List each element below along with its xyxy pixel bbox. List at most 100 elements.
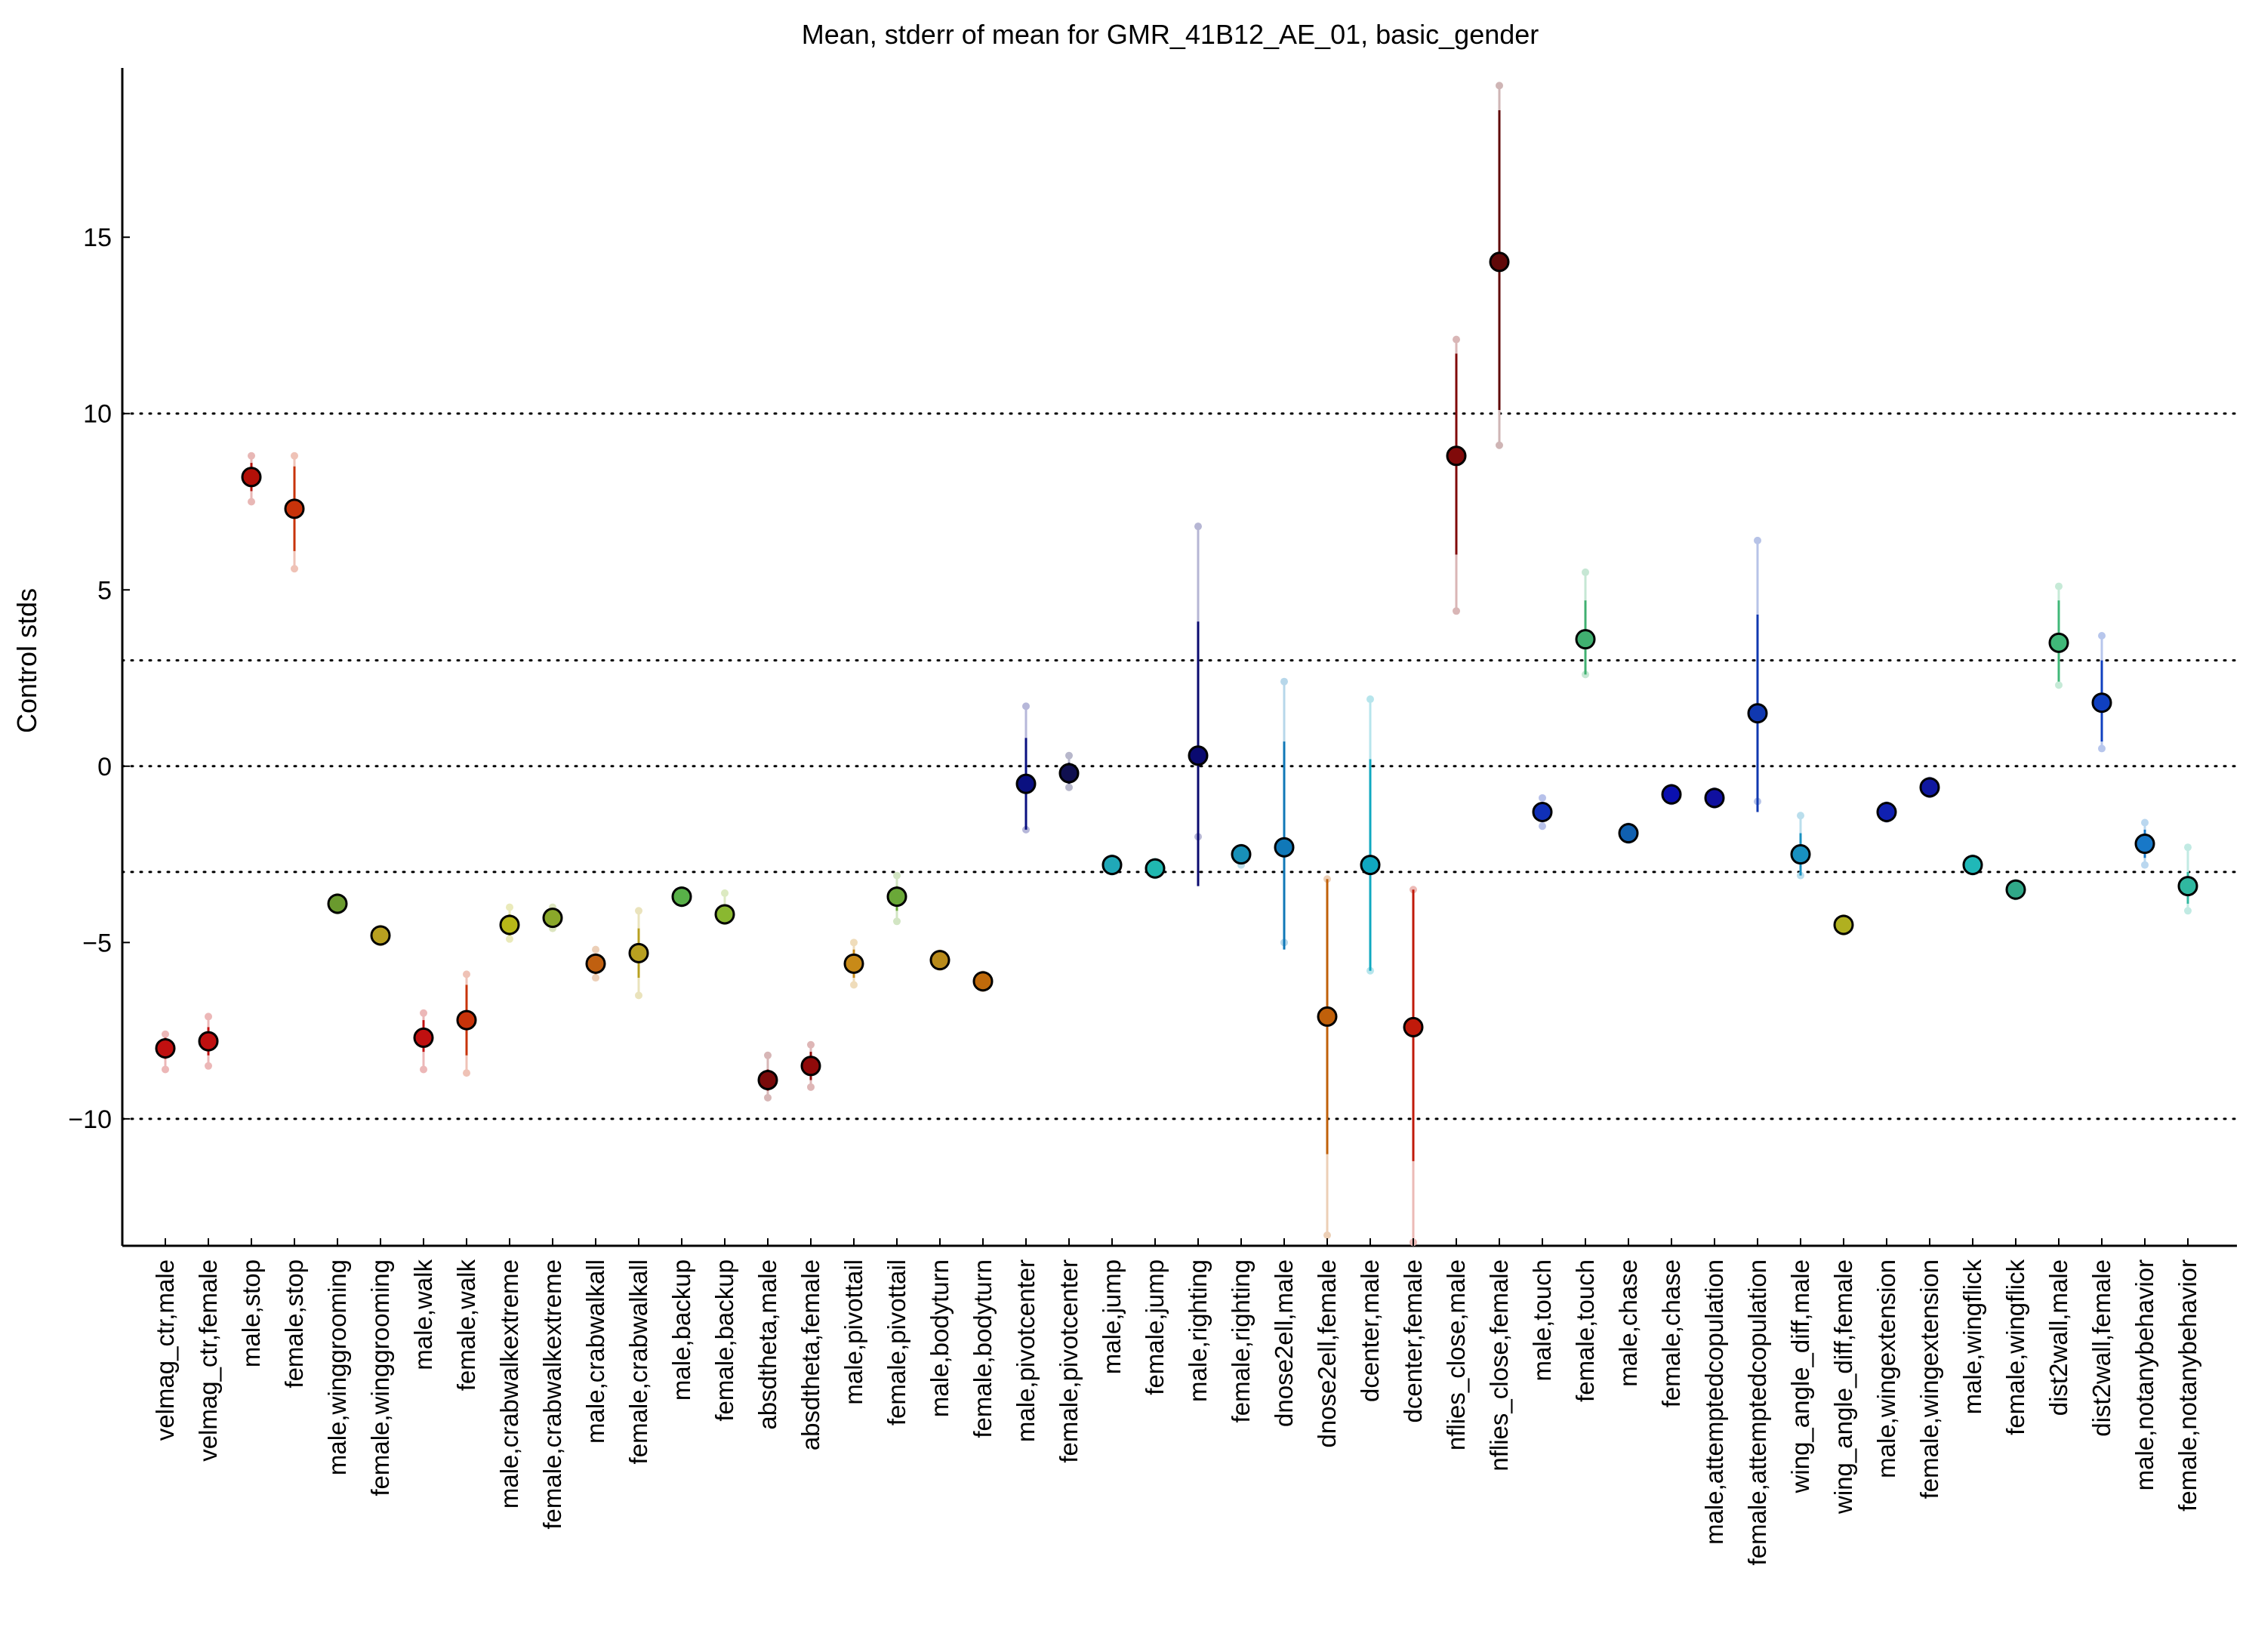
x-tick-label: male,pivotcenter [1012, 1259, 1040, 1442]
mean-point [714, 904, 735, 925]
x-tick-label: male,backup [667, 1259, 695, 1401]
outer-range-dot [2141, 861, 2149, 869]
x-tick-label: male,righting [1184, 1259, 1212, 1402]
outer-range-dot [1539, 794, 1546, 802]
x-tick-label: male,attemptedcopulation [1700, 1259, 1728, 1545]
mean-point [2048, 632, 2069, 653]
outer-range-dot [2141, 818, 2149, 827]
mean-point [2091, 692, 2112, 714]
x-tick-label: female,bodyturn [969, 1259, 997, 1438]
mean-point [1618, 823, 1639, 844]
mean-point [1919, 777, 1940, 798]
outer-range-dot [2184, 907, 2192, 915]
reference-lines [121, 412, 2238, 1120]
outer-range-dot [721, 889, 729, 897]
mean-point [1833, 914, 1854, 935]
x-tick-label: female,winggrooming [366, 1259, 394, 1496]
mean-point [1704, 787, 1725, 809]
mean-point [1058, 763, 1080, 784]
x-tick-label: male,wingextension [1872, 1259, 1900, 1478]
mean-point [370, 925, 391, 946]
mean-point [542, 908, 563, 929]
outer-range-dot [2184, 843, 2192, 852]
mean-point [1231, 844, 1252, 865]
outer-range-dot [291, 452, 298, 460]
outer-range-dot [2055, 681, 2063, 689]
x-tick-label: dist2wall,female [2087, 1259, 2115, 1437]
outer-range-dot [205, 1012, 212, 1021]
mean-point [1876, 802, 1897, 823]
x-tick-label: male,chase [1614, 1259, 1642, 1387]
mean-point [1489, 251, 1510, 273]
outer-range-dot [764, 1051, 772, 1059]
mean-point [327, 893, 348, 914]
outer-range-dot [893, 917, 901, 926]
outer-range-dot [1496, 82, 1503, 90]
mean-point [241, 467, 262, 488]
x-tick-label: male,wingflick [1958, 1259, 1986, 1415]
chart-title: Mean, stderr of mean for GMR_41B12_AE_01… [802, 19, 1539, 50]
x-tick-label: male,crabwalkextreme [495, 1259, 523, 1509]
y-ticks: 15 10 5 0 −5 −10 [68, 223, 130, 1134]
mean-point [456, 1009, 477, 1031]
outer-range-dot [764, 1093, 772, 1102]
outer-range-dot [1496, 441, 1503, 449]
outer-range-dot [420, 1009, 427, 1017]
mean-point [1403, 1016, 1424, 1037]
mean-point [1317, 1006, 1338, 1027]
x-tick-label: absdtheta,female [796, 1259, 824, 1450]
outer-range-dot [807, 1040, 815, 1049]
y-tick-label: −10 [68, 1105, 112, 1134]
x-tick-label: female,righting [1227, 1259, 1255, 1422]
x-tick-label: female,crabwalkextreme [538, 1259, 566, 1530]
outer-range-dot [506, 935, 513, 943]
mean-point [499, 914, 520, 935]
x-tick-label: wing_angle_diff,female [1829, 1259, 1857, 1515]
y-tick-label: 15 [83, 223, 112, 252]
x-tick-label: wing_angle_diff,male [1786, 1259, 1814, 1493]
x-tick-label: female,wingextension [1915, 1259, 1943, 1499]
outer-range-dot [162, 1030, 169, 1038]
x-tick-label: male,crabwalkall [581, 1259, 609, 1444]
outer-range-dot [1797, 812, 1804, 820]
x-tick-label: female,wingflick [2001, 1259, 2029, 1435]
x-tick-label: dcenter,male [1356, 1259, 1384, 1402]
outer-range-dot [2055, 582, 2063, 590]
mean-point [284, 498, 305, 519]
outer-range-dot [463, 1069, 470, 1077]
outer-range-dot [1065, 783, 1073, 791]
outer-range-dot [893, 871, 901, 880]
mean-point [929, 950, 950, 971]
x-tick-label: velmag_ctr,female [194, 1259, 222, 1462]
outer-range-dot [291, 565, 298, 573]
mean-point [1015, 773, 1037, 794]
outer-range-dot [592, 974, 599, 982]
x-tick-label: female,stop [280, 1259, 308, 1388]
outer-range-dot [506, 903, 513, 911]
mean-point [585, 953, 606, 974]
outer-range-dot [1065, 751, 1073, 760]
x-tick-label: absdtheta,male [753, 1259, 781, 1430]
outer-range-dot [1194, 522, 1202, 531]
outer-range-dot [850, 981, 858, 989]
mean-point [198, 1031, 219, 1052]
outer-range-dot [205, 1062, 212, 1070]
x-tick-label: dnose2ell,male [1270, 1259, 1298, 1427]
x-tick-label: male,bodyturn [926, 1259, 954, 1417]
mean-point [2005, 879, 2026, 900]
outer-range-dot [463, 970, 470, 979]
x-tick-label: nflies_close,male [1442, 1259, 1470, 1450]
y-tick-label: 5 [97, 576, 112, 605]
y-axis-label: Control stds [11, 588, 42, 733]
mean-point [413, 1027, 434, 1048]
x-tick-label: female,jump [1141, 1259, 1169, 1395]
x-tick-label: nflies_close,female [1485, 1259, 1513, 1472]
x-tick-label: dnose2ell,female [1313, 1259, 1341, 1448]
mean-point [1747, 703, 1768, 724]
outer-range-dot [850, 938, 858, 947]
outer-range-dot [1582, 568, 1589, 576]
outer-range-dot [1323, 1231, 1331, 1239]
y-tick-label: 0 [97, 753, 112, 781]
outer-range-dot [635, 907, 642, 915]
